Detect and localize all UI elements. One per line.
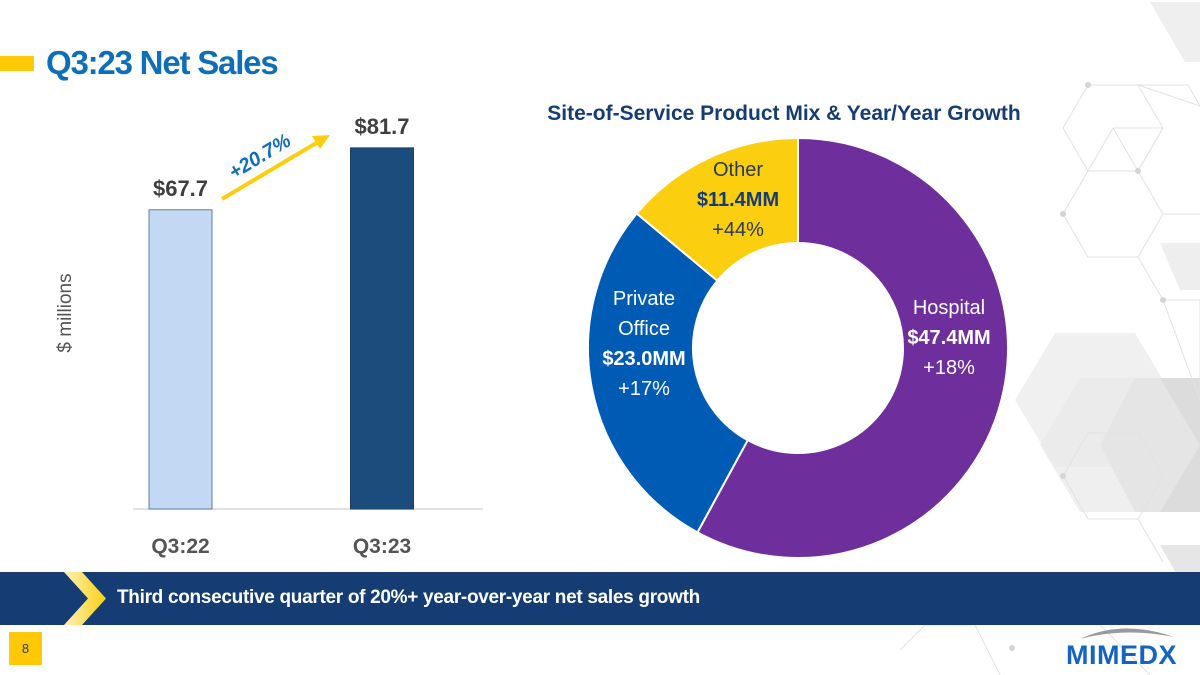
- site-of-service-donut-chart: Site-of-Service Product Mix & Year/Year …: [547, 102, 1021, 559]
- donut-slice-other: [635, 136, 799, 283]
- bar-value-label: $67.7: [153, 176, 208, 201]
- donut-slice-hospital: [696, 136, 1009, 559]
- slide-title: Q3:23 Net Sales: [46, 44, 279, 81]
- slice-name-label: Office: [618, 318, 670, 340]
- growth-arrow-head: [312, 135, 330, 149]
- donut-chart-title: Site-of-Service Product Mix & Year/Year …: [547, 102, 1020, 125]
- mimedx-logo: MIMEDX: [1066, 640, 1177, 670]
- banner-message: Third consecutive quarter of 20%+ year-o…: [117, 587, 700, 608]
- slice-growth-label: +44%: [712, 219, 764, 241]
- slice-value-label: $47.4MM: [907, 327, 990, 349]
- title-accent-bar: [0, 56, 34, 71]
- bar-value-label: $81.7: [354, 114, 409, 139]
- growth-arrow-line: [220, 140, 320, 201]
- slice-growth-label: +18%: [923, 357, 975, 379]
- growth-annotation: +20.7%: [220, 130, 330, 201]
- slice-growth-label: +17%: [618, 378, 670, 400]
- mimedx-logo-arc: [1080, 628, 1174, 639]
- x-tick-label: Q3:22: [151, 535, 209, 558]
- y-axis-label: $ millions: [55, 273, 76, 352]
- slice-name-label: Private: [613, 288, 675, 310]
- slice-value-label: $11.4MM: [697, 189, 779, 211]
- bar-q3-23: [350, 147, 414, 510]
- x-tick-label: Q3:23: [353, 535, 411, 558]
- net-sales-bar-chart: $ millions $67.7 Q3:22 $81.7 Q3:23 +20.7%: [55, 114, 483, 558]
- bar-q3-22: [148, 209, 213, 510]
- chevron-right-icon: [64, 572, 106, 625]
- slice-name-label: Hospital: [913, 297, 985, 319]
- slice-name-label: Other: [713, 159, 763, 181]
- slice-value-label: $23.0MM: [602, 348, 685, 370]
- key-message-banner: [0, 572, 1200, 625]
- page-number: 8: [9, 632, 42, 665]
- donut-slice-private-office: [587, 212, 750, 534]
